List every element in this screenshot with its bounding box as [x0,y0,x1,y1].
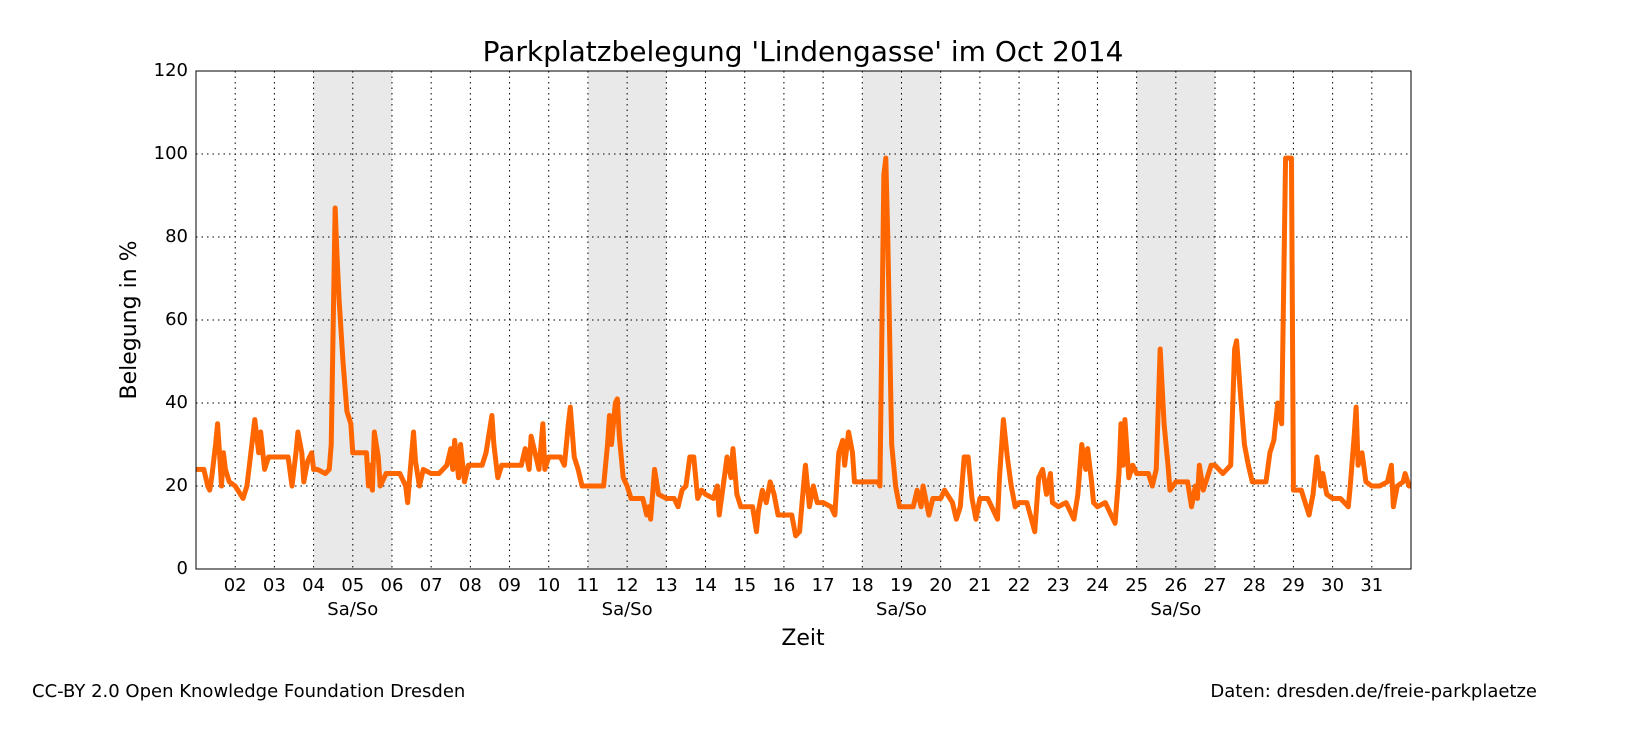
footer-right: Daten: dresden.de/freie-parkplaetze [1210,681,1537,702]
x-tick-label: 07 [420,575,443,596]
x-tick-label: 30 [1321,575,1344,596]
data-line [196,155,1411,539]
x-tick-label: 17 [812,575,835,596]
weekend-label: Sa/So [1150,599,1201,620]
x-tick-label: 23 [1047,575,1070,596]
x-tick-label: 13 [655,575,678,596]
x-tick-label: 02 [224,575,247,596]
y-axis-label: Belegung in % [117,240,142,399]
x-tick-label: 08 [459,575,482,596]
x-tick-label: 19 [890,575,913,596]
x-tick-label: 28 [1243,575,1266,596]
x-tick-label: 24 [1086,575,1109,596]
y-tick-label: 60 [165,309,188,330]
x-tick-label: 12 [616,575,639,596]
x-tick-label: 29 [1282,575,1305,596]
x-tick-label: 09 [498,575,521,596]
x-tick-label: 11 [576,575,599,596]
x-tick-label: 16 [772,575,795,596]
x-tick-label: 04 [302,575,325,596]
plot-frame [195,70,1412,570]
x-tick-label: 05 [341,575,364,596]
x-tick-label: 18 [851,575,874,596]
x-axis-label: Zeit [781,626,825,651]
weekend-label: Sa/So [602,599,653,620]
footer-left: CC-BY 2.0 Open Knowledge Foundation Dres… [32,681,465,702]
x-tick-label: 27 [1204,575,1227,596]
y-tick-label: 0 [177,558,188,579]
x-tick-label: 20 [929,575,952,596]
y-tick-label: 20 [165,475,188,496]
x-tick-label: 10 [537,575,560,596]
y-tick-label: 120 [154,60,188,81]
x-tick-label: 26 [1164,575,1187,596]
y-tick-label: 100 [154,143,188,164]
x-tick-label: 21 [968,575,991,596]
y-tick-label: 80 [165,226,188,247]
x-tick-label: 06 [381,575,404,596]
weekend-label: Sa/So [876,599,927,620]
weekend-label: Sa/So [327,599,378,620]
x-tick-label: 15 [733,575,756,596]
x-tick-label: 25 [1125,575,1148,596]
x-tick-label: 03 [263,575,286,596]
x-tick-label: 14 [694,575,717,596]
y-tick-label: 40 [165,392,188,413]
chart-title: Parkplatzbelegung 'Lindengasse' im Oct 2… [483,35,1124,68]
x-tick-label: 22 [1008,575,1031,596]
x-tick-label: 31 [1360,575,1383,596]
